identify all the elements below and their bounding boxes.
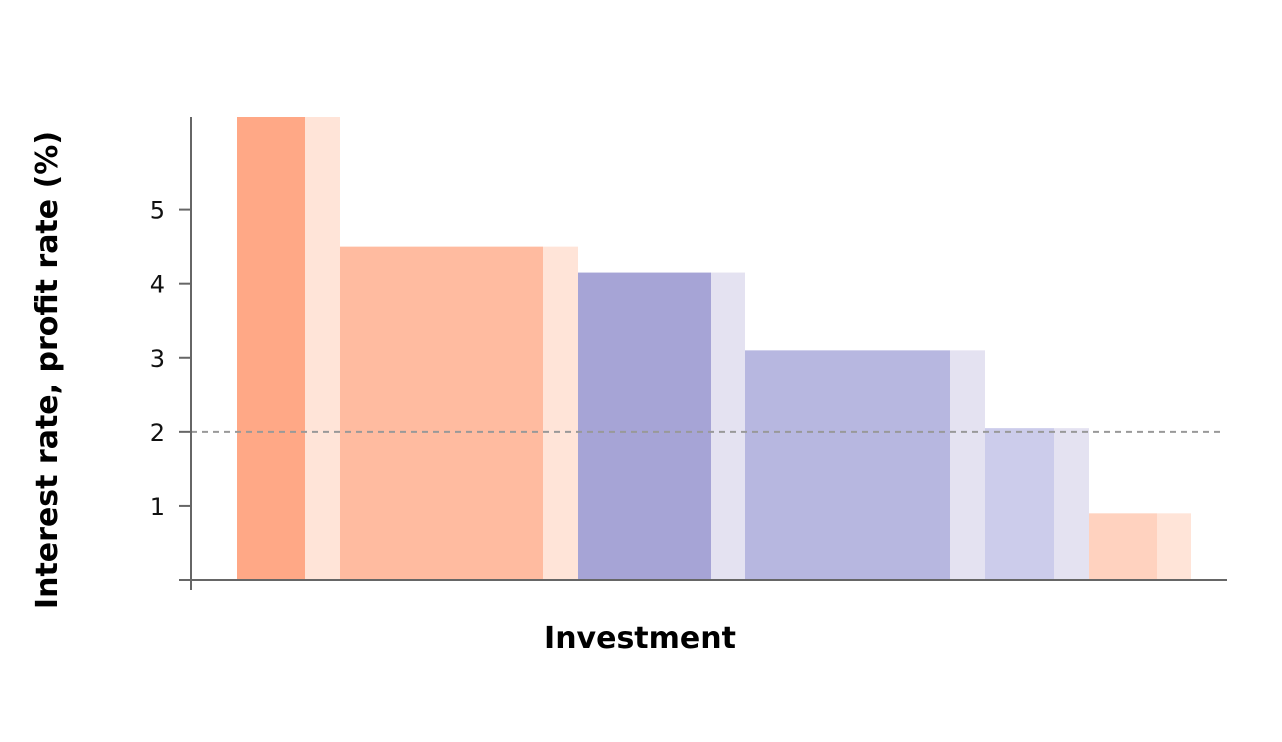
bar-5 [985, 428, 1054, 580]
bar-5-margin [1054, 428, 1089, 580]
bar-6 [1089, 513, 1157, 580]
bar-4-margin [950, 350, 985, 580]
bars-layer [237, 117, 1191, 580]
y-axis-title: Interest rate, profit rate (%) [30, 131, 65, 609]
y-tick-label-1: 1 [150, 493, 165, 521]
bar-6-margin [1157, 513, 1191, 580]
bar-3-margin [711, 272, 745, 580]
bar-1-margin [305, 117, 340, 580]
y-tick-label-2: 2 [150, 419, 165, 447]
y-tick-label-5: 5 [150, 197, 165, 225]
x-axis-title: Investment [544, 621, 736, 656]
bar-2 [340, 246, 543, 580]
bar-1 [237, 117, 305, 580]
bar-4 [745, 350, 950, 580]
bar-3 [578, 272, 711, 580]
y-tick-label-3: 3 [150, 345, 165, 373]
y-axis-ticks: 1 2 3 4 5 [150, 197, 191, 521]
y-tick-label-4: 4 [150, 271, 165, 299]
bar-2-margin [543, 246, 578, 580]
